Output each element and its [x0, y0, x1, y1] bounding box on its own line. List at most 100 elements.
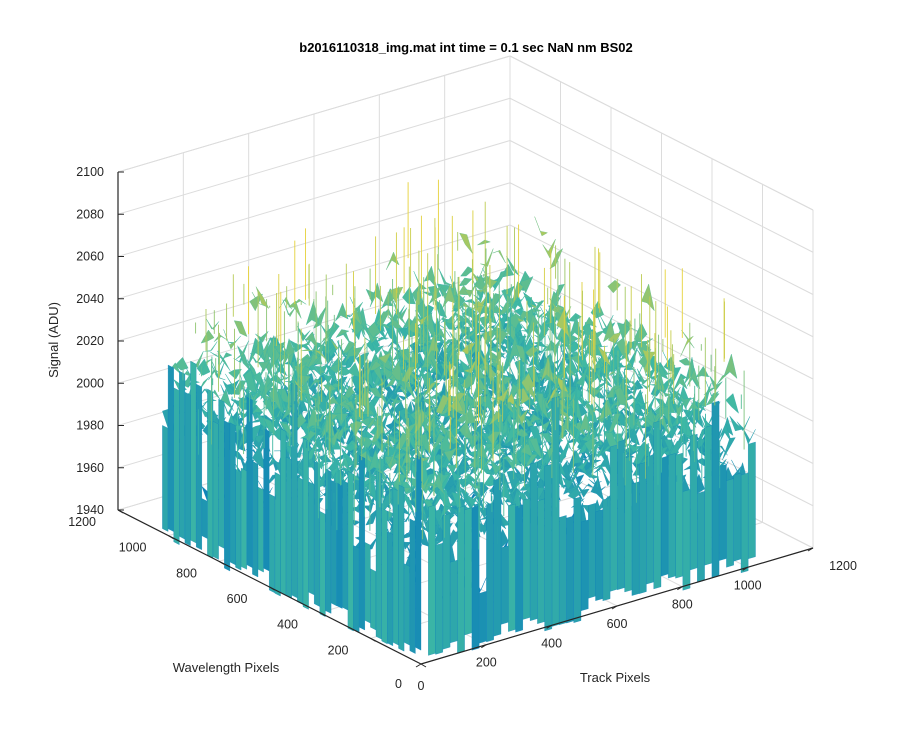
surface-edge — [718, 464, 727, 561]
grid-line — [117, 97, 511, 215]
surface-patch — [664, 426, 679, 439]
surface-patch — [521, 372, 535, 392]
surface-patch — [616, 322, 631, 340]
z-tick-label: 1980 — [76, 419, 104, 433]
surface-patch — [575, 362, 590, 387]
surface-patch — [377, 325, 392, 339]
surface-edge — [403, 563, 410, 646]
surface-edge — [624, 455, 633, 593]
x-tick-label: 600 — [607, 617, 628, 631]
surface-edge — [449, 559, 458, 644]
surface-edge — [493, 477, 502, 637]
surface-edge — [269, 493, 276, 594]
y-tick-label: 1200 — [68, 515, 96, 529]
y-tick-mark — [420, 663, 427, 668]
surface-patch — [590, 477, 605, 502]
surface-edge — [508, 503, 516, 632]
surface-patch — [587, 464, 601, 473]
surface-edge — [280, 428, 287, 596]
z-tick-label: 2020 — [76, 334, 104, 348]
surface-edge — [319, 511, 326, 617]
surface-patch — [680, 335, 694, 357]
surface-patch — [604, 432, 618, 448]
surface-edge — [740, 472, 749, 573]
surface-edge — [529, 461, 538, 622]
surface-patch — [533, 341, 548, 348]
surface-patch — [451, 446, 465, 462]
surface-edge — [190, 361, 197, 544]
surface-edge — [609, 444, 618, 592]
axes — [117, 171, 814, 668]
grid-line — [509, 55, 814, 211]
surface-edge — [428, 504, 436, 656]
surface-edge — [580, 519, 589, 611]
surface-patch — [718, 422, 732, 443]
surface-edge — [342, 480, 349, 611]
surface-patch — [506, 255, 520, 277]
surface-patch — [529, 425, 543, 446]
surface-edge — [515, 504, 523, 633]
surface-patch — [228, 368, 242, 380]
z-tick-label: 2080 — [76, 207, 104, 221]
surface-patch — [567, 487, 582, 500]
surface-patch — [415, 300, 430, 319]
surface-patch — [729, 415, 744, 432]
surface-patch — [585, 398, 599, 417]
surface-patch — [255, 411, 270, 429]
surface-patch — [564, 359, 578, 377]
x-tick-label: 400 — [541, 636, 562, 650]
surface-patch — [394, 416, 408, 427]
x-axis-label: Track Pixels — [580, 670, 651, 685]
surface-edge — [370, 568, 377, 631]
x-tick-mark — [546, 624, 552, 629]
surface-patch — [377, 351, 392, 364]
surface-patch — [438, 488, 453, 512]
surface-patch — [607, 332, 622, 344]
surface-edge — [442, 513, 451, 650]
surface-patch — [402, 459, 416, 474]
surface-edge — [314, 460, 320, 607]
surface-patch — [593, 464, 607, 474]
surface-patch — [301, 349, 315, 352]
surface-patch — [695, 366, 710, 378]
surface-edge — [252, 460, 259, 578]
surface-edge — [162, 425, 169, 532]
surface-patch — [576, 457, 591, 470]
y-tick-label: 200 — [328, 643, 349, 657]
surface-patch — [291, 376, 305, 393]
surface-patch — [471, 300, 485, 312]
surface-patch — [492, 250, 506, 264]
surface-edge — [675, 452, 683, 579]
surface-patch — [339, 443, 354, 449]
surface-patch — [382, 423, 396, 437]
surface-edge — [544, 463, 553, 632]
surface-patch — [487, 472, 502, 486]
surface-patch — [255, 331, 269, 343]
surface-patch — [212, 362, 226, 381]
surface-edge — [711, 400, 720, 578]
surface-patch — [246, 384, 260, 401]
surface-patch — [493, 270, 507, 292]
surface-patch — [395, 431, 409, 450]
surface-edge — [263, 428, 270, 572]
surface-patch — [697, 382, 712, 407]
surface-patch — [674, 374, 688, 391]
surface-edge — [646, 454, 654, 585]
surface-edge — [660, 455, 669, 577]
surface-edge — [551, 396, 560, 627]
surface-patch — [681, 329, 695, 349]
surface-patch — [567, 312, 582, 322]
surface-patch — [443, 446, 458, 463]
surface-patch — [678, 392, 692, 410]
surface-patch — [340, 346, 354, 359]
surface-patch — [300, 434, 314, 447]
surface-patch — [477, 239, 491, 246]
y-tick-label: 400 — [277, 618, 298, 632]
surface-edge — [733, 472, 742, 562]
surface-patch — [243, 369, 257, 394]
surface-patch — [590, 300, 604, 319]
surface-patch — [565, 364, 579, 379]
surface-patch — [364, 413, 379, 431]
surface-patch — [205, 318, 220, 331]
surface-patch — [233, 320, 248, 337]
